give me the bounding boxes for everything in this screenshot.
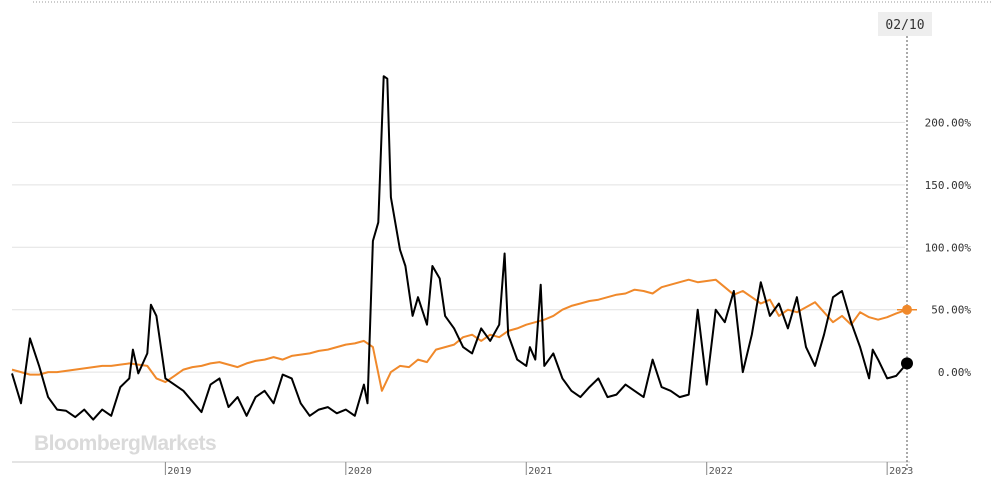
x-tick-label: 2022 xyxy=(709,466,733,477)
y-tick-label: 150.00% xyxy=(925,179,972,192)
cursor-date-label: 02/10 xyxy=(885,18,924,33)
x-tick-label: 2020 xyxy=(348,466,372,477)
y-tick-label: 200.00% xyxy=(925,116,972,129)
cursor-date-badge: 02/10 xyxy=(878,12,932,36)
x-tick-label: 2019 xyxy=(167,466,191,477)
y-tick-label: 0.00% xyxy=(938,366,971,379)
series-1-end-marker[interactable] xyxy=(901,357,913,370)
end-markers xyxy=(897,304,917,370)
x-tick-label: 2021 xyxy=(528,466,552,477)
series-2-end-marker[interactable] xyxy=(902,304,912,315)
series-group xyxy=(11,75,908,421)
cursor-date-badge-bg xyxy=(878,12,932,36)
y-tick-label: 50.00% xyxy=(931,304,971,317)
x-tick-label: 2023 xyxy=(889,466,913,477)
x-axis: 2019 2020 2021 2022 2023 xyxy=(164,462,913,477)
gridlines xyxy=(12,121,905,373)
bloomberg-markets-logo: BloombergMarkets xyxy=(34,432,216,455)
series-line-1 xyxy=(11,75,908,421)
y-axis: 200.00% 150.00% 100.00% 50.00% 0.00% xyxy=(925,116,972,379)
y-tick-label: 100.00% xyxy=(925,241,972,254)
series-line-2 xyxy=(11,278,908,392)
